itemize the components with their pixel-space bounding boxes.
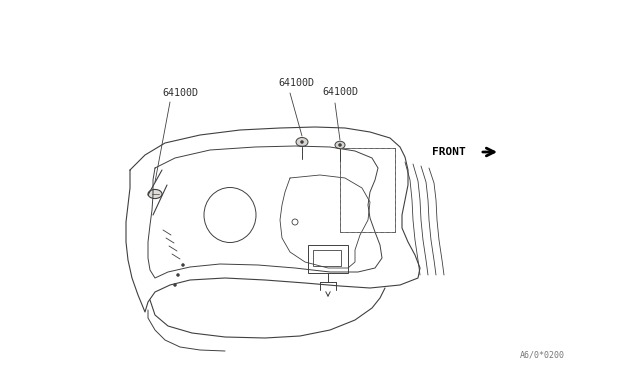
Bar [308, 245, 348, 273]
Text: 64100D: 64100D [162, 88, 198, 98]
Text: A6/0*0200: A6/0*0200 [520, 350, 565, 359]
Circle shape [339, 144, 342, 147]
Circle shape [301, 141, 303, 144]
Circle shape [177, 273, 179, 276]
Text: 64100D: 64100D [278, 78, 314, 88]
Circle shape [182, 263, 184, 266]
Circle shape [173, 283, 177, 286]
Text: 64100D: 64100D [322, 87, 358, 97]
Text: FRONT: FRONT [432, 147, 466, 157]
Ellipse shape [335, 141, 345, 149]
Bar [313, 250, 341, 266]
Ellipse shape [296, 138, 308, 147]
Ellipse shape [148, 189, 162, 199]
